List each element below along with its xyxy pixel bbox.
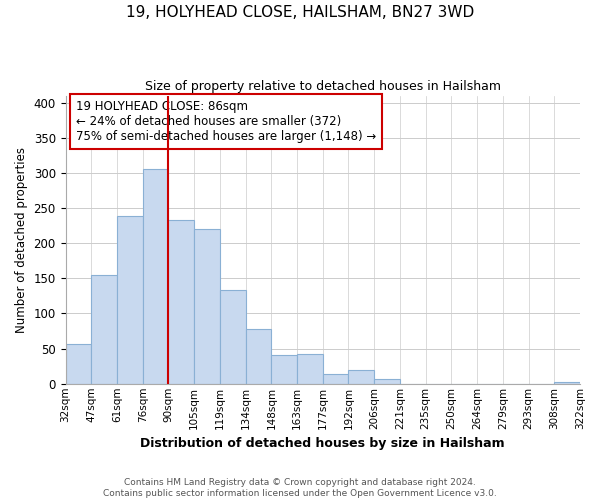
X-axis label: Distribution of detached houses by size in Hailsham: Distribution of detached houses by size … bbox=[140, 437, 505, 450]
Bar bbox=[271, 355, 297, 384]
Bar bbox=[297, 354, 323, 384]
Bar bbox=[169, 220, 194, 384]
Text: 19, HOLYHEAD CLOSE, HAILSHAM, BN27 3WD: 19, HOLYHEAD CLOSE, HAILSHAM, BN27 3WD bbox=[126, 5, 474, 20]
Bar bbox=[91, 275, 117, 384]
Bar bbox=[65, 344, 91, 384]
Bar bbox=[349, 370, 374, 384]
Text: 19 HOLYHEAD CLOSE: 86sqm
← 24% of detached houses are smaller (372)
75% of semi-: 19 HOLYHEAD CLOSE: 86sqm ← 24% of detach… bbox=[76, 100, 376, 143]
Bar bbox=[374, 379, 400, 384]
Bar bbox=[143, 170, 169, 384]
Bar bbox=[554, 382, 580, 384]
Y-axis label: Number of detached properties: Number of detached properties bbox=[15, 146, 28, 332]
Text: Contains HM Land Registry data © Crown copyright and database right 2024.
Contai: Contains HM Land Registry data © Crown c… bbox=[103, 478, 497, 498]
Title: Size of property relative to detached houses in Hailsham: Size of property relative to detached ho… bbox=[145, 80, 501, 93]
Bar bbox=[245, 329, 271, 384]
Bar bbox=[220, 290, 245, 384]
Bar bbox=[117, 216, 143, 384]
Bar bbox=[194, 229, 220, 384]
Bar bbox=[323, 374, 349, 384]
